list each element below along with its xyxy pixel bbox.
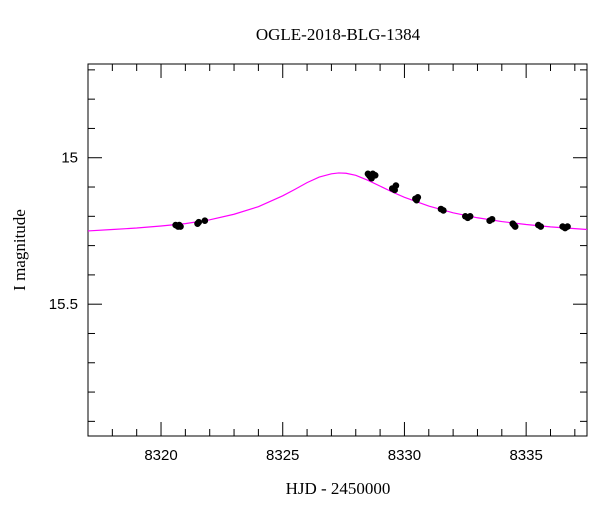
data-point xyxy=(564,223,571,230)
data-point xyxy=(466,213,474,220)
tick-labels: 8320 8325 8330 8335 15 15.5 xyxy=(49,150,543,464)
x-tick-label: 8325 xyxy=(266,447,299,464)
chart-title: OGLE-2018-BLG-1384 xyxy=(256,25,421,44)
data-point xyxy=(201,217,209,225)
data-point xyxy=(537,223,545,230)
data-points xyxy=(172,170,571,232)
data-point xyxy=(177,223,184,230)
data-point xyxy=(440,207,447,214)
data-point xyxy=(392,182,400,189)
data-point xyxy=(511,223,519,230)
x-tick-label: 8330 xyxy=(388,447,421,464)
y-tick-label: 15.5 xyxy=(49,296,78,313)
data-point xyxy=(371,172,379,179)
x-axis-label: HJD - 2450000 xyxy=(286,479,391,498)
data-point xyxy=(414,193,422,201)
data-point xyxy=(488,215,496,223)
x-tick-label: 8320 xyxy=(144,447,177,464)
x-tick-label: 8335 xyxy=(509,447,542,464)
y-tick-label: 15 xyxy=(61,150,78,167)
y-axis-label: I magnitude xyxy=(10,209,29,291)
data-point xyxy=(195,218,203,226)
axis-ticks xyxy=(88,64,587,436)
plot-frame xyxy=(87,63,588,437)
